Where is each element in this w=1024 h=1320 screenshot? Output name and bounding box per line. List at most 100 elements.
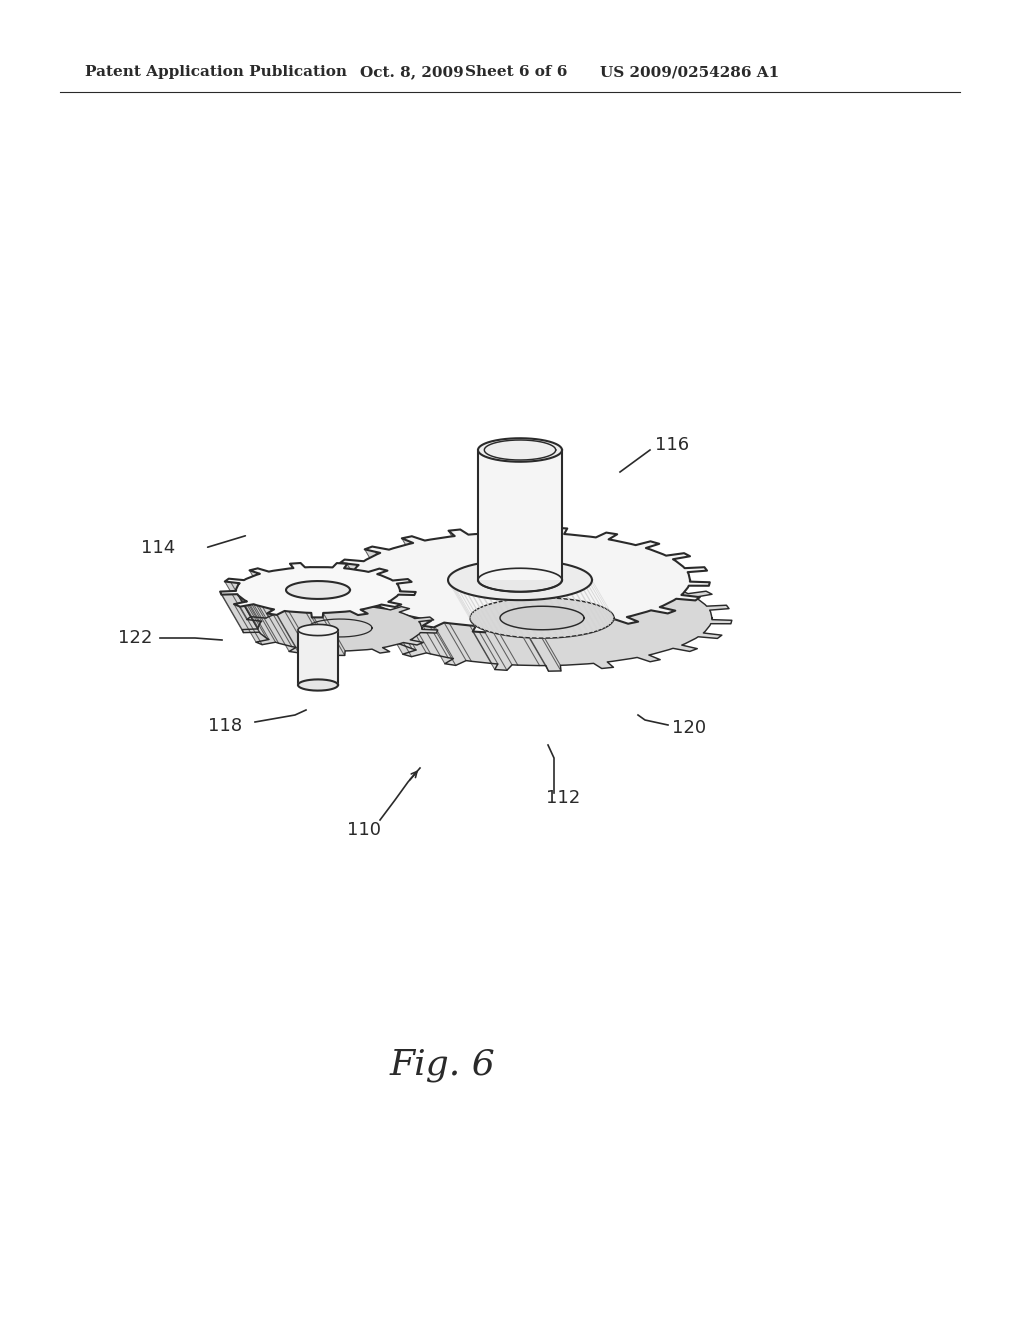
Polygon shape — [285, 611, 311, 649]
Polygon shape — [289, 611, 328, 651]
Polygon shape — [517, 627, 546, 665]
Polygon shape — [526, 632, 561, 671]
Polygon shape — [244, 579, 268, 618]
Polygon shape — [331, 574, 373, 612]
Polygon shape — [365, 546, 394, 587]
Polygon shape — [340, 560, 367, 601]
Polygon shape — [238, 594, 260, 634]
Polygon shape — [312, 618, 345, 656]
Polygon shape — [449, 531, 477, 574]
Text: 122: 122 — [118, 630, 152, 647]
Polygon shape — [409, 543, 435, 582]
Polygon shape — [560, 597, 584, 635]
Polygon shape — [470, 626, 498, 664]
Polygon shape — [351, 573, 374, 612]
Polygon shape — [298, 630, 338, 685]
Text: Oct. 8, 2009: Oct. 8, 2009 — [360, 65, 464, 79]
Polygon shape — [352, 565, 732, 671]
Polygon shape — [330, 574, 353, 615]
Polygon shape — [250, 569, 280, 609]
Polygon shape — [449, 560, 592, 601]
Polygon shape — [373, 546, 411, 587]
Polygon shape — [350, 578, 372, 618]
Polygon shape — [357, 594, 386, 638]
Polygon shape — [247, 574, 279, 616]
Polygon shape — [474, 533, 518, 572]
Polygon shape — [423, 626, 456, 665]
Text: 118: 118 — [208, 717, 242, 735]
Polygon shape — [236, 585, 260, 627]
Polygon shape — [470, 598, 614, 638]
Polygon shape — [306, 612, 333, 651]
Polygon shape — [459, 590, 482, 630]
Text: 114: 114 — [140, 539, 175, 557]
Text: US 2009/0254286 A1: US 2009/0254286 A1 — [600, 65, 779, 79]
Polygon shape — [364, 560, 388, 599]
Polygon shape — [536, 599, 559, 638]
Polygon shape — [225, 578, 251, 619]
Polygon shape — [355, 591, 379, 631]
Polygon shape — [580, 591, 603, 630]
Polygon shape — [365, 549, 402, 591]
Polygon shape — [495, 599, 519, 638]
Polygon shape — [220, 591, 258, 630]
Polygon shape — [450, 536, 477, 574]
Polygon shape — [245, 601, 269, 639]
Polygon shape — [516, 532, 545, 570]
Polygon shape — [401, 536, 434, 577]
Polygon shape — [592, 579, 614, 619]
Polygon shape — [430, 537, 471, 578]
Polygon shape — [273, 569, 311, 609]
Polygon shape — [298, 624, 338, 636]
Polygon shape — [425, 540, 453, 578]
Polygon shape — [528, 599, 553, 638]
Polygon shape — [451, 585, 473, 624]
Polygon shape — [496, 533, 523, 570]
Polygon shape — [472, 595, 496, 634]
Polygon shape — [357, 565, 381, 605]
Polygon shape — [350, 601, 389, 642]
Text: Patent Application Publication: Patent Application Publication — [85, 65, 347, 79]
Polygon shape — [351, 586, 375, 626]
Polygon shape — [478, 438, 562, 462]
Polygon shape — [340, 562, 381, 603]
Text: 120: 120 — [672, 719, 707, 737]
Polygon shape — [542, 599, 566, 638]
Polygon shape — [477, 597, 501, 635]
Polygon shape — [444, 623, 471, 661]
Polygon shape — [344, 560, 386, 599]
Polygon shape — [290, 564, 315, 606]
Polygon shape — [449, 529, 482, 569]
Polygon shape — [257, 606, 292, 647]
Polygon shape — [350, 579, 374, 624]
Polygon shape — [586, 587, 609, 626]
Polygon shape — [478, 450, 562, 579]
Polygon shape — [220, 591, 244, 632]
Polygon shape — [305, 568, 332, 606]
Polygon shape — [500, 606, 584, 630]
Polygon shape — [409, 616, 449, 657]
Polygon shape — [367, 554, 399, 598]
Polygon shape — [589, 586, 611, 624]
Polygon shape — [570, 594, 594, 632]
Polygon shape — [473, 631, 507, 671]
Polygon shape — [575, 593, 599, 631]
Polygon shape — [393, 544, 431, 586]
Polygon shape — [515, 601, 540, 638]
Polygon shape — [236, 590, 258, 628]
Polygon shape — [350, 603, 378, 644]
Polygon shape — [521, 601, 546, 638]
Polygon shape — [301, 564, 327, 606]
Polygon shape — [478, 568, 562, 591]
Polygon shape — [389, 615, 426, 656]
Polygon shape — [220, 564, 416, 618]
Text: Fig. 6: Fig. 6 — [390, 1048, 496, 1082]
Polygon shape — [539, 627, 561, 671]
Polygon shape — [267, 614, 299, 653]
Polygon shape — [524, 627, 549, 671]
Polygon shape — [234, 602, 269, 642]
Polygon shape — [242, 601, 437, 656]
Polygon shape — [276, 611, 306, 653]
Polygon shape — [250, 570, 282, 611]
Polygon shape — [501, 527, 523, 570]
